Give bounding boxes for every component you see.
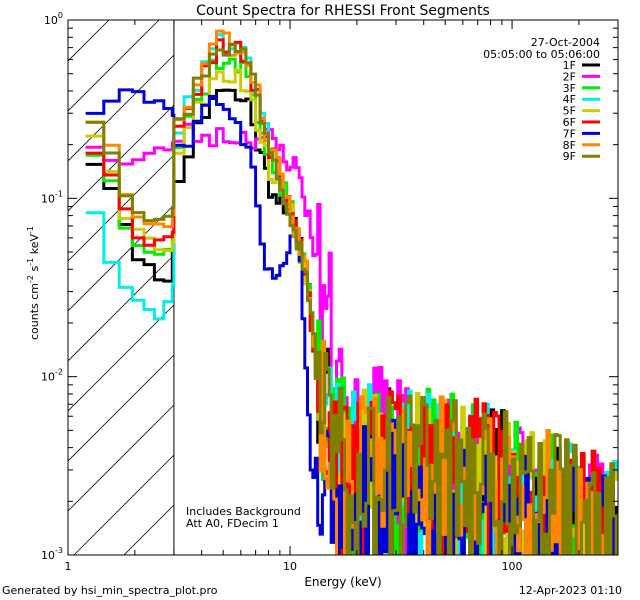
hatch-line	[123, 504, 175, 556]
x-axis-label: Energy (keV)	[304, 575, 381, 589]
x-tick-label: 1	[65, 560, 72, 573]
legend-label-4F: 4F	[563, 93, 576, 106]
plot-frame	[67, 19, 619, 556]
hatch-line	[67, 19, 110, 62]
footer-generated-by: Generated by hsi_min_spectra_plot.pro	[2, 584, 218, 597]
annotation-background: Includes Background	[186, 505, 301, 518]
axis-ticks: 1 10 100 100 10-1 10-2 10-3	[41, 11, 619, 573]
hatch-line	[67, 404, 175, 512]
legend-label-8F: 8F	[563, 139, 576, 152]
legend-label-9F: 9F	[563, 150, 576, 163]
legend-label-5F: 5F	[563, 105, 576, 118]
series-lines	[85, 29, 618, 555]
hatch-line	[67, 19, 160, 112]
y-tick-label: 10-2	[41, 368, 63, 384]
x-tick-label: 100	[502, 560, 523, 573]
date-label: 27-Oct-2004	[531, 36, 600, 49]
legend-label-2F: 2F	[563, 70, 576, 83]
excluded-low-energy-region	[67, 19, 175, 556]
series-line-9F	[85, 42, 618, 555]
y-tick-label: 10-1	[41, 189, 63, 205]
legend-label-6F: 6F	[563, 116, 576, 129]
annotation-attenuator: Att A0, FDecim 1	[186, 517, 279, 530]
chart-title: Count Spectra for RHESSI Front Segments	[196, 3, 490, 19]
y-tick-label: 10-3	[41, 546, 63, 562]
y-tick-label: 100	[44, 11, 63, 27]
legend-label-7F: 7F	[563, 127, 576, 140]
hatch-line	[67, 304, 175, 412]
hatch-line	[67, 354, 175, 462]
legend-label-3F: 3F	[563, 82, 576, 95]
hatch-line	[67, 54, 175, 162]
time-range-label: 05:05:00 to 05:06:00	[483, 48, 600, 61]
y-axis-label: counts cm-2 s-1 keV-1	[26, 226, 41, 340]
hatch-line	[67, 104, 175, 212]
hatch-line	[67, 254, 175, 362]
legend-label-1F: 1F	[563, 59, 576, 72]
hatch-line	[73, 454, 175, 556]
x-tick-label: 10	[283, 560, 297, 573]
series-line-7F	[85, 88, 615, 555]
footer-timestamp: 12-Apr-2023 01:10	[519, 584, 622, 597]
